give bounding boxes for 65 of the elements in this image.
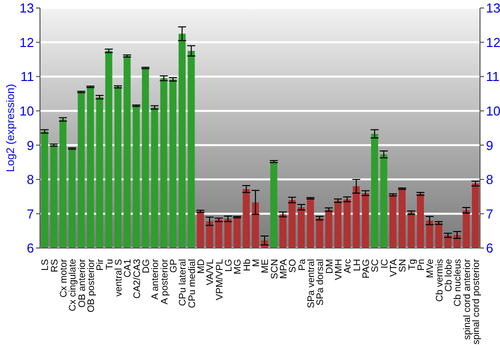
x-tick-label: M (250, 258, 262, 267)
x-tick-label: Pn (416, 259, 427, 271)
y2-tick-label: 11 (486, 69, 500, 84)
x-tick-label: spinal cord posterior (470, 259, 482, 345)
x-tick-label: LH (352, 258, 363, 272)
x-tick-label: MD (196, 258, 207, 274)
x-tick-label: Cx motor (58, 259, 70, 298)
x-tick-label: Cb lobe (443, 259, 454, 292)
x-tick-label: CPu lateral (178, 259, 189, 306)
x-tick-label: CPu medial (186, 259, 198, 308)
x-tick-label: Tg (406, 259, 418, 270)
y2-tick-label: 6 (486, 240, 494, 256)
x-tick-label: A posterior (159, 259, 170, 304)
x-tick-label: CA1 (122, 259, 134, 278)
x-tick-label: A anterior (150, 259, 162, 300)
x-tick-label: Cb vermis (434, 258, 446, 302)
x-tick-label: SO (288, 259, 299, 273)
x-tick-label: GP (168, 259, 180, 273)
y-axis-title: Log2 (expression) (4, 84, 17, 172)
x-tick-label: SC (370, 258, 382, 272)
x-tick-label: RS (49, 259, 60, 272)
x-tick-label: ventral S (113, 259, 124, 296)
x-tick-label: PAG (360, 259, 372, 278)
x-tick-label: OB posterior (86, 259, 97, 312)
x-tick-label: Hb (242, 259, 253, 272)
x-tick-label: Pir (95, 259, 106, 271)
x-tick-label: DG (140, 259, 152, 274)
y-tick-label: 6 (26, 240, 34, 256)
x-tick-label: Arc (342, 258, 354, 274)
y-tick-label: 11 (20, 69, 34, 84)
x-tick-label: spinal cord anterior (462, 259, 473, 340)
x-tick-label: Cb nucleus (452, 258, 464, 307)
y-tick-label: 12 (20, 34, 34, 50)
x-tick-label: ME (260, 259, 272, 274)
x-tick-label: SN (398, 258, 409, 272)
x-tick-label: CA2/CA3 (132, 259, 143, 299)
x-tick-label: IC (379, 258, 390, 268)
x-tick-label: SCN (269, 258, 280, 280)
x-tick-label: VTA (388, 258, 400, 277)
y-tick-label: 8 (26, 172, 34, 188)
x-tick-label: SPa ventral (306, 259, 317, 308)
x-tick-label: Tu (104, 259, 116, 270)
x-tick-label: MVe (425, 259, 436, 278)
y-tick-label: 7 (26, 206, 34, 222)
y2-tick-label: 9 (486, 138, 494, 153)
x-tick-label: MG (232, 259, 244, 274)
x-tick-label: Pa (296, 258, 308, 271)
x-tick-label: VA/VL (205, 259, 216, 286)
x-tick-label: DM (324, 258, 336, 274)
x-tick-label: MPA (278, 258, 290, 279)
y-tick-label: 9 (26, 138, 34, 153)
x-tick-label: OB anterior (76, 259, 88, 308)
x-tick-label: LS (40, 259, 52, 271)
y2-tick-label: 7 (486, 206, 494, 222)
x-tick-label: Cx cingulate (68, 259, 79, 312)
x-tick-label: SPa dorsal (315, 259, 326, 306)
y-tick-label: 10 (20, 103, 34, 118)
y2-tick-label: 10 (486, 103, 500, 118)
x-tick-label: VMH (333, 258, 344, 280)
y2-tick-label: 8 (486, 172, 494, 188)
y2-tick-label: 12 (486, 34, 500, 50)
x-tick-label: LG (223, 259, 234, 272)
x-tick-label: VPM/VPL (214, 259, 226, 300)
y2-tick-label: 13 (486, 0, 500, 16)
y-tick-label: 13 (20, 0, 34, 16)
